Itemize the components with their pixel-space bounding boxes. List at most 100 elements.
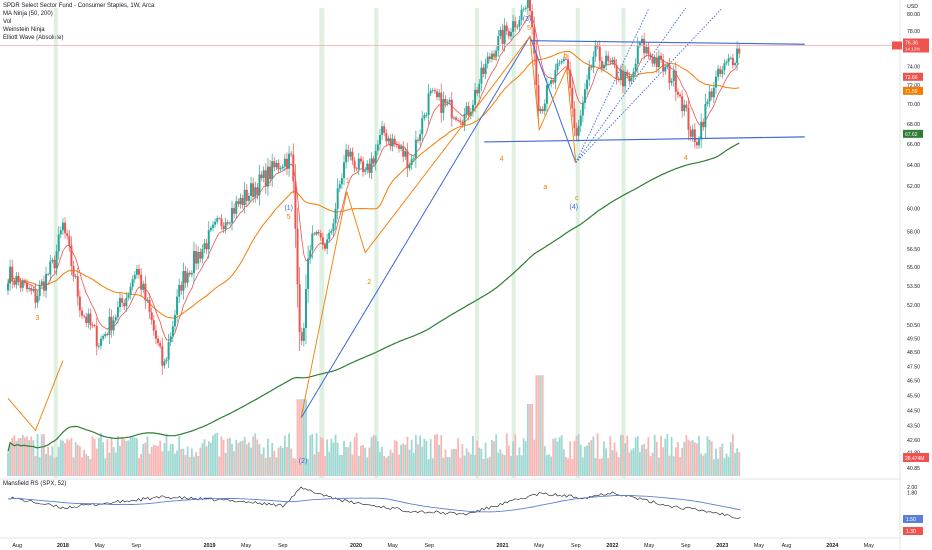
volume-bar [279,445,282,476]
candle-body [638,42,641,46]
candle-body [645,46,648,54]
candle-body [298,284,301,333]
candle-body [72,265,75,277]
volume-bar [501,453,504,476]
candle-body [598,46,601,61]
volume-bar [15,440,18,476]
volume-bar [457,438,460,476]
price-axis-label: 55.00 [907,265,920,271]
candle-body [577,125,580,136]
candle-body [571,87,574,109]
volume-bar [47,446,50,476]
candle-body [326,239,329,249]
volume-bar [408,449,411,476]
candle-body [499,29,502,37]
candle-body [13,281,16,285]
volume-bar [421,446,424,476]
legend-indicator-vol[interactable]: Vol [3,19,12,25]
volume-bar [679,456,681,476]
time-axis-label: 2018 [57,543,69,549]
volume-bar [548,454,550,476]
volume-bar [51,446,54,476]
volume-bar [520,455,523,476]
volume-bar [345,446,348,476]
candle-body [455,117,458,120]
volume-bar [488,456,491,476]
candle-body [345,149,348,163]
volume-bar [336,442,339,476]
volume-bar [425,440,428,476]
candle-body [486,56,489,64]
candle-body [121,298,124,303]
volume-bar [62,440,64,476]
elliott-label: (2) [299,458,308,465]
candle-body [104,334,107,337]
candle-body [343,162,346,179]
elliott-label: 3 [492,55,496,62]
volume-bar [110,437,113,476]
ma-200-line [7,142,740,452]
volume-bar [138,458,140,476]
volume-bar [353,437,356,476]
volume-bar [24,437,26,476]
volume-bar [199,447,202,476]
candle-body [573,108,576,129]
volume-bar [423,438,426,476]
volume-bar [294,458,297,476]
candle-body [514,21,517,28]
rs-legend[interactable]: Mansfield RS (SPX, 52) [3,481,67,487]
time-axis-label: Aug [12,543,22,549]
volume-bar [651,452,654,476]
volume-bar [91,436,94,476]
volume-bar [212,435,214,476]
candle-body [57,234,60,252]
volume-bar [89,459,92,476]
candle-body [535,53,538,86]
volume-bar [152,444,155,476]
candle-body [108,316,111,335]
volume-bar [469,454,472,476]
candle-body [609,61,612,63]
candle-body [427,93,430,115]
candle-body [562,58,565,62]
volume-bar [586,445,588,476]
volume-bar [248,442,250,476]
candle-body [683,104,686,112]
candle-body [632,71,635,78]
candle-body [497,36,500,51]
candle-body [15,276,18,285]
volume-bar [653,434,656,476]
candle-body [647,46,650,55]
candle-body [727,58,730,62]
candle-body [83,315,86,317]
volume-bar [237,442,240,476]
candle-body [23,281,26,283]
candle-body [324,244,327,249]
price-axis-label: 64.00 [907,163,920,169]
volume-bar [49,455,52,476]
volume-bar [427,459,430,476]
volume-bar [201,443,204,476]
volume-bar [319,437,322,476]
volume-bar [195,451,197,476]
volume-bar [74,442,77,476]
volume-bar [571,459,574,476]
legend-indicator-elliott[interactable]: Elliott Wave (Absolute) [3,35,64,41]
volume-bar [140,454,143,476]
candle-body [381,126,384,135]
candle-body [594,45,597,57]
rs-axis-label: 1.80 [907,490,917,496]
candle-body [543,103,546,112]
legend-indicator-ma[interactable]: MA Ninja (50, 200) [3,11,53,17]
candle-body [64,222,67,234]
legend-indicator-weinstein[interactable]: Weinstein Ninja [3,27,45,33]
candle-body [7,283,9,291]
candle-body [319,233,322,238]
candle-body [233,208,236,214]
candle-body [478,83,481,94]
candle-body [423,115,426,119]
candle-body [209,227,212,231]
candle-body [448,99,451,103]
volume-bar [190,448,193,476]
